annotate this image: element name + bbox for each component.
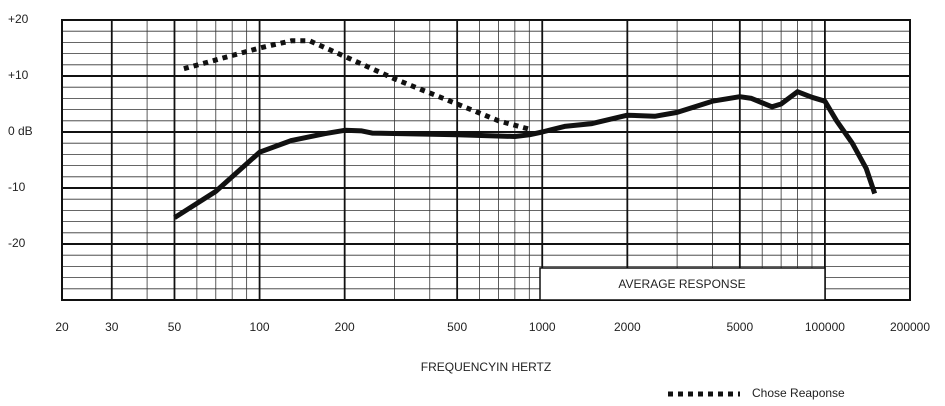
plot-area: [62, 20, 910, 300]
plot-border: [61, 19, 911, 301]
x-tick-label: 30: [105, 320, 119, 334]
x-tick-label: 100: [250, 320, 270, 334]
x-tick-label: 500: [447, 320, 467, 334]
x-tick-label: 2000: [614, 320, 641, 334]
y-tick-label: +10: [8, 68, 29, 82]
x-axis-label: FREQUENCYIN HERTZ: [421, 360, 551, 374]
legend-label: Chose Reaponse: [752, 386, 845, 400]
x-tick-label: 1000: [529, 320, 556, 334]
y-tick-label: +20: [8, 12, 29, 26]
x-tick-label: 100000: [805, 320, 845, 334]
x-tick-label: 5000: [726, 320, 753, 334]
x-tick-label: 200: [335, 320, 355, 334]
annotation: AVERAGE RESPONSE: [618, 277, 745, 291]
line-series: [173, 89, 878, 220]
annotation-box: [539, 267, 826, 301]
y-tick-label: -10: [8, 180, 26, 194]
x-tick-label: 200000: [890, 320, 930, 334]
y-tick-label: 0 dB: [8, 124, 33, 138]
x-tick-label: 20: [55, 320, 69, 334]
x-tick-label: 50: [168, 320, 182, 334]
y-tick-label: -20: [8, 236, 26, 250]
